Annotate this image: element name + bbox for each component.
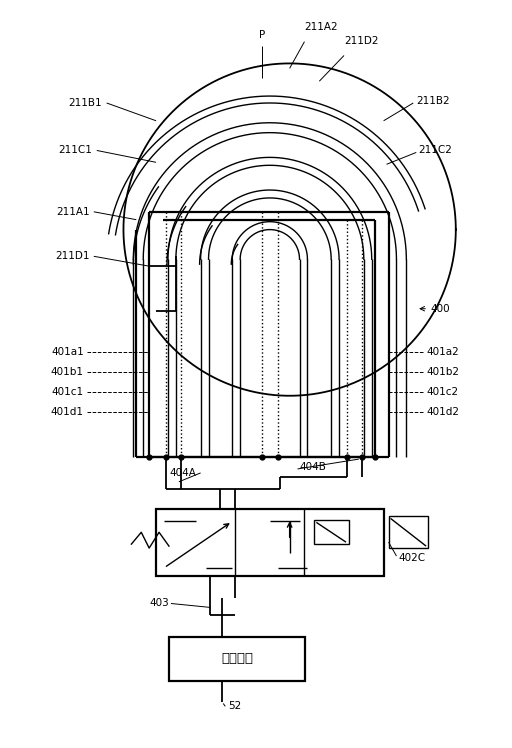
Text: 401b2: 401b2: [426, 367, 459, 377]
Text: 401d2: 401d2: [426, 407, 459, 417]
Text: 52: 52: [228, 702, 242, 711]
Bar: [169, 637, 306, 681]
Bar: [314, 521, 349, 544]
Bar: [389, 516, 428, 548]
Text: 211C2: 211C2: [418, 145, 452, 156]
Text: 401b1: 401b1: [51, 367, 84, 377]
Text: 400: 400: [430, 304, 450, 313]
Text: 401a1: 401a1: [51, 347, 84, 358]
Text: 401c2: 401c2: [426, 387, 458, 396]
Text: 211B2: 211B2: [416, 96, 450, 106]
Text: 404A: 404A: [169, 468, 196, 478]
Text: 211C1: 211C1: [58, 145, 92, 156]
Text: 401c1: 401c1: [52, 387, 84, 396]
Text: 吸引装置: 吸引装置: [221, 652, 253, 666]
Text: 211A1: 211A1: [56, 206, 90, 217]
Text: P: P: [259, 30, 265, 40]
Text: 404B: 404B: [300, 462, 326, 472]
Bar: [156, 509, 383, 576]
Text: 211A2: 211A2: [305, 22, 338, 31]
Text: 211D2: 211D2: [344, 36, 378, 46]
Text: 211B1: 211B1: [68, 98, 102, 108]
Text: 401a2: 401a2: [426, 347, 459, 358]
Text: 403: 403: [149, 598, 169, 608]
Text: 402C: 402C: [398, 553, 425, 563]
Text: 401d1: 401d1: [51, 407, 84, 417]
Text: 211D1: 211D1: [55, 251, 90, 261]
